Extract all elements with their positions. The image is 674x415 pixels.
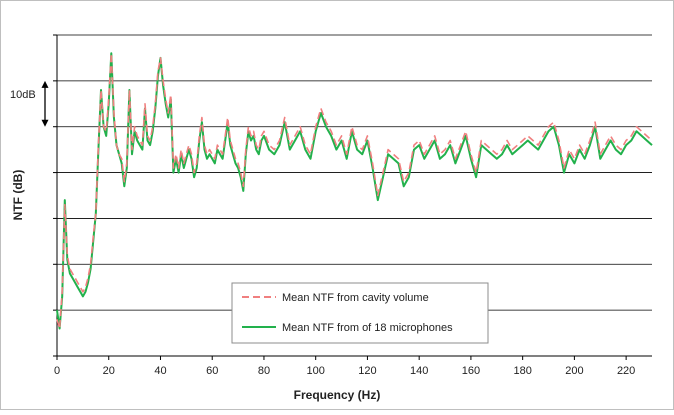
x-tick-label: 80	[258, 365, 270, 377]
x-tick-label: 20	[103, 365, 115, 377]
series-lines	[56, 52, 653, 330]
x-axis-title: Frequency (Hz)	[294, 388, 381, 402]
axes: 0 20 40 60 80 100 120 140 160 180 200 220	[53, 34, 652, 377]
x-tick-label: 220	[617, 365, 635, 377]
scale-annotation: 10dB	[10, 80, 49, 127]
series-line-microphones	[56, 52, 653, 330]
scale-arrowhead-bottom	[41, 119, 49, 127]
x-tick-label: 60	[206, 365, 218, 377]
x-tick-label: 100	[307, 365, 325, 377]
x-tick-label: 200	[565, 365, 583, 377]
x-tick-label: 40	[154, 365, 166, 377]
x-tick-label: 0	[54, 365, 60, 377]
y-axis-title: NTF (dB)	[11, 170, 25, 221]
x-tick-label: 160	[462, 365, 480, 377]
x-tick-label: 180	[513, 365, 531, 377]
series-line-cavity-volume	[56, 52, 653, 330]
x-tick-label: 120	[358, 365, 376, 377]
legend: Mean NTF from cavity volume Mean NTF fro…	[231, 282, 489, 344]
scale-arrowhead-top	[41, 80, 49, 88]
legend-box	[231, 282, 489, 344]
gridlines	[57, 34, 652, 311]
x-tick-label: 140	[410, 365, 428, 377]
scale-annotation-label: 10dB	[10, 89, 36, 101]
legend-label-microphones: Mean NTF from of 18 microphones	[282, 322, 453, 334]
legend-label-cavity-volume: Mean NTF from cavity volume	[282, 292, 429, 304]
